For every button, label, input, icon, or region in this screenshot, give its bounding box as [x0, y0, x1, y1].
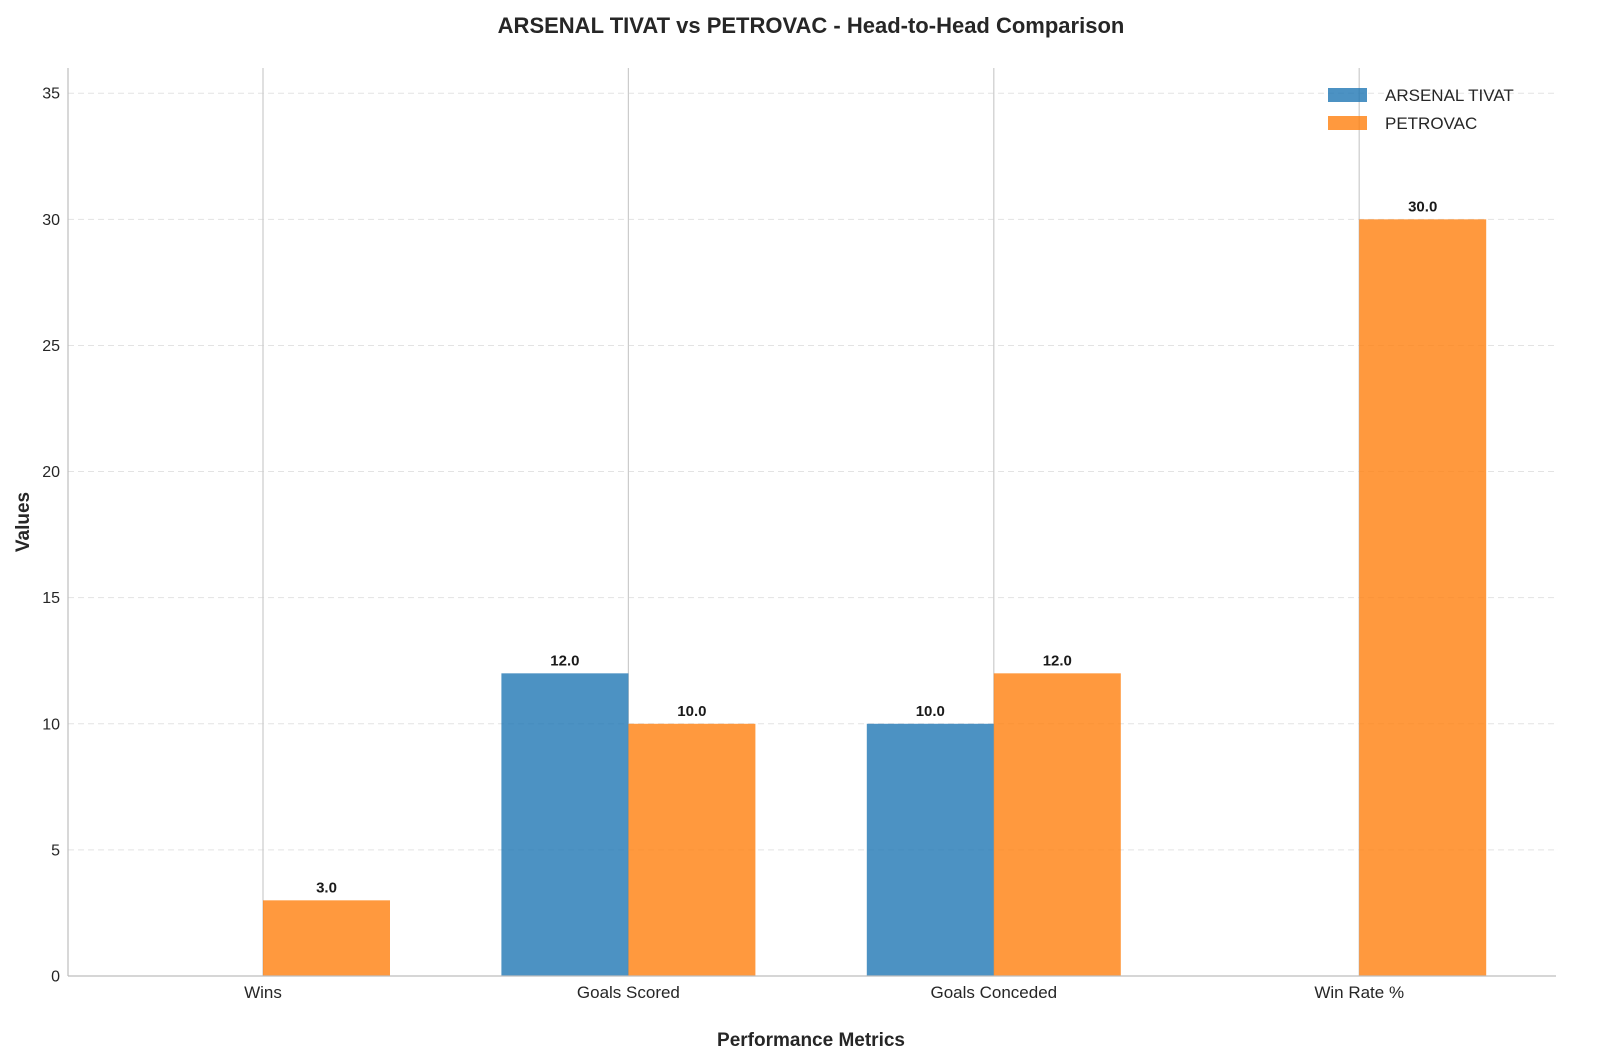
- y-tick-label: 0: [51, 969, 60, 986]
- legend-entry: PETROVAC: [1385, 114, 1477, 133]
- x-tick-label: Goals Scored: [577, 983, 680, 1002]
- chart-title: ARSENAL TIVAT vs PETROVAC - Head-to-Head…: [498, 13, 1125, 38]
- y-tick-label: 35: [42, 86, 60, 103]
- data-label: 10.0: [916, 703, 945, 720]
- y-axis-label: Values: [13, 492, 34, 552]
- bar: [263, 900, 390, 976]
- data-label: 12.0: [550, 652, 579, 669]
- data-label: 10.0: [677, 703, 706, 720]
- legend-swatch: [1328, 88, 1367, 102]
- x-tick-label: Wins: [244, 983, 282, 1002]
- bar: [628, 723, 756, 976]
- bar: [501, 673, 629, 976]
- data-label: 30.0: [1408, 198, 1437, 215]
- y-tick-label: 30: [42, 212, 60, 229]
- grid-layer: [68, 68, 1556, 976]
- x-tick-label: Win Rate %: [1314, 983, 1404, 1002]
- axes-layer: [67, 68, 1556, 977]
- labels-layer: 0 5 10 15 20 25 30 35 12.0 10.0 3.0 10.0 12.0 30.0 Win…: [42, 86, 1437, 1002]
- y-tick-label: 25: [42, 338, 60, 355]
- bar: [993, 673, 1121, 976]
- legend-swatch: [1328, 116, 1367, 130]
- legend: ARSENAL TIVAT PETROVAC: [1328, 86, 1514, 133]
- data-label: 12.0: [1043, 652, 1072, 669]
- y-tick-label: 15: [42, 590, 60, 607]
- x-axis-label: Performance Metrics: [717, 1030, 905, 1051]
- x-tick-label: Goals Conceded: [930, 983, 1057, 1002]
- bars-layer: [263, 219, 1487, 977]
- bar: [866, 723, 994, 976]
- bar: [1359, 219, 1487, 977]
- legend-entry: ARSENAL TIVAT: [1385, 86, 1514, 105]
- y-tick-label: 10: [42, 716, 60, 733]
- data-label: 3.0: [316, 879, 337, 896]
- y-tick-label: 20: [42, 464, 60, 481]
- y-tick-label: 5: [51, 842, 60, 859]
